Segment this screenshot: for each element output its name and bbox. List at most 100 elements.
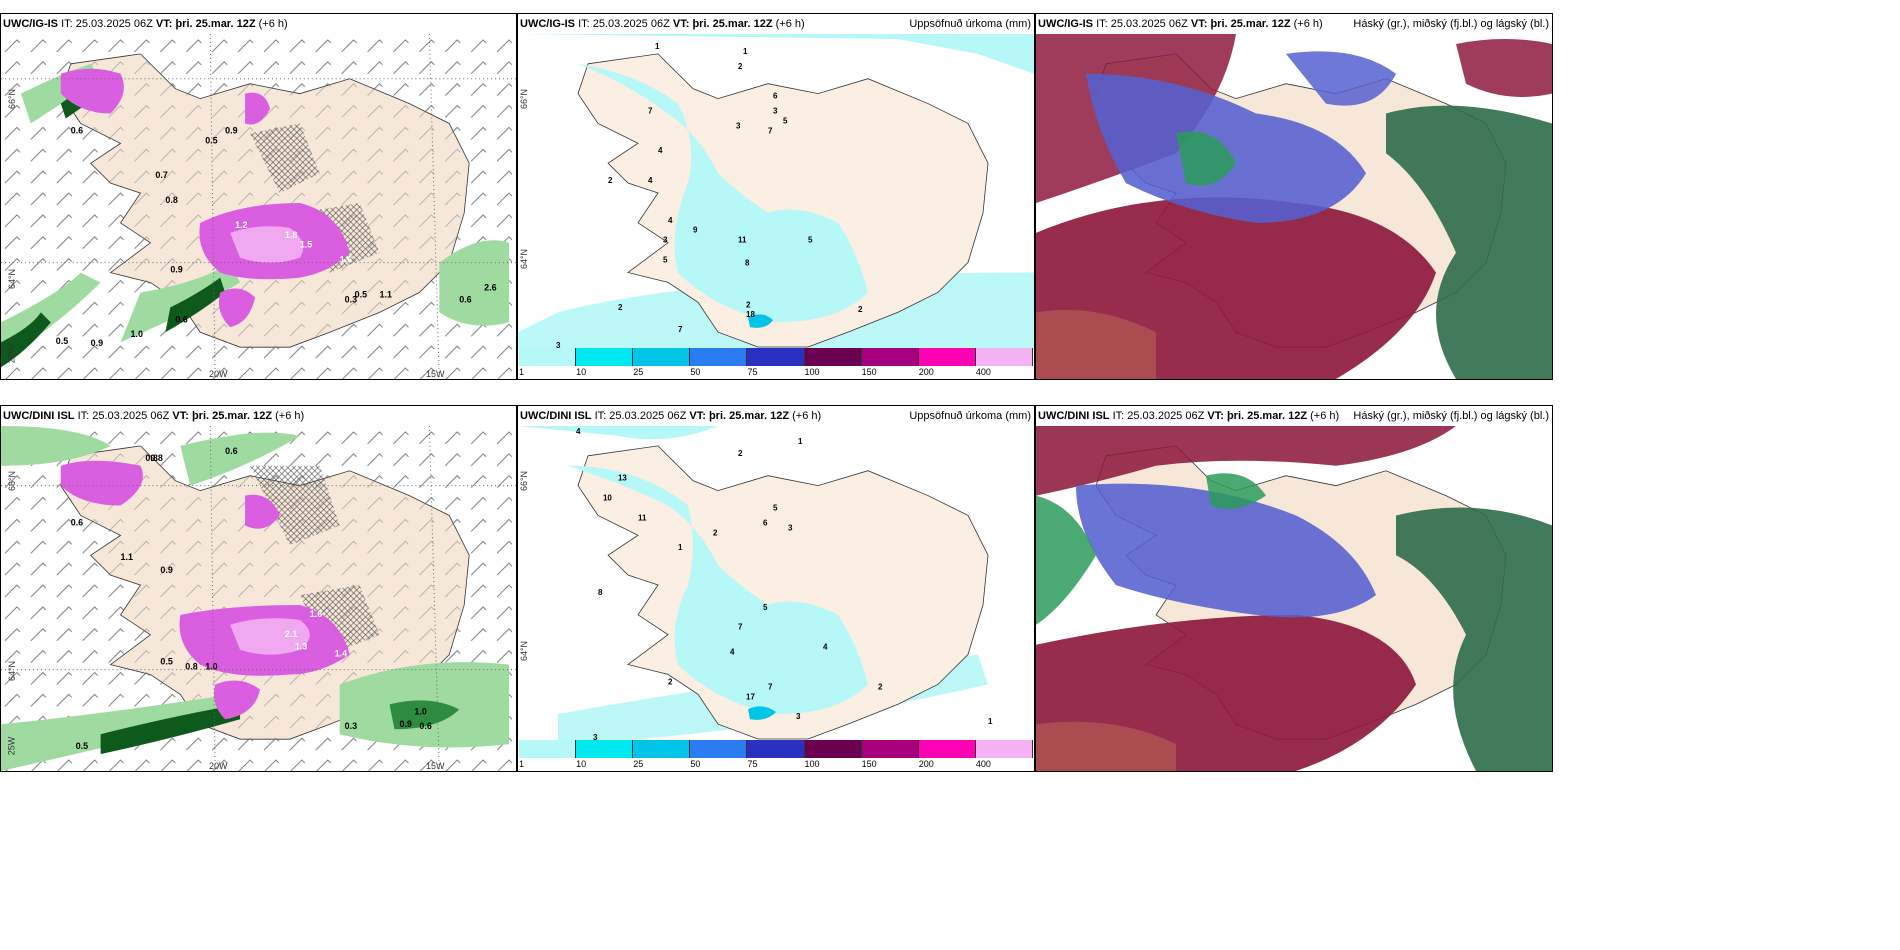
panel-field-title: Háský (gr.), miðský (fj.bl.) og lágský (… [1353, 410, 1549, 422]
precip-value-label: 7 [678, 325, 683, 334]
wind-map: 0.5 0.6 0.8 1.1 0.8 1.0 2.1 1.3 1.6 1.4 … [1, 426, 516, 771]
colorbar-swatch [690, 740, 748, 758]
colorbar-tick-label: 50 [690, 367, 701, 377]
precip-value-label: 6 [763, 518, 768, 527]
lat-label: 64°N [519, 248, 530, 270]
precip-value-label: 2 [738, 449, 743, 458]
cloud-map [1036, 426, 1552, 771]
colorbar-tick-label: 1 [519, 367, 525, 377]
precip-value-label: 2 [858, 305, 863, 314]
colorbar-tick-label: 75 [747, 759, 758, 769]
colorbar-tick-label: 400 [975, 367, 991, 377]
colorbar-tick-label: 25 [633, 759, 644, 769]
cloud-panel-igis: UWC/IG-IS IT: 25.03.2025 06Z VT: þri. 25… [1035, 13, 1553, 380]
wind-precip-panel-dini: UWC/DINI ISL IT: 25.03.2025 06Z VT: þri.… [0, 405, 517, 772]
precip-value-label: 2 [618, 303, 623, 312]
precip-value-label: 2 [713, 528, 718, 537]
colorbar-swatch [918, 348, 976, 366]
wind-value-label: 0.8 [185, 662, 197, 672]
colorbar-swatch [747, 740, 805, 758]
wind-value-label: 0.5 [355, 289, 367, 299]
precip-value-label: 8 [598, 588, 603, 597]
precip-value-label: 4 [658, 146, 663, 155]
precip-value-label: 11 [638, 513, 647, 522]
wind-value-label: 0.9 [160, 565, 172, 575]
precip-value-label: 3 [736, 121, 741, 130]
wind-value-label: 0.6 [459, 294, 471, 304]
lat-label: 66°N [519, 470, 530, 492]
wind-value-label: 0.8 [165, 195, 177, 205]
precip-value-label: 2 [608, 176, 613, 185]
colorbar-swatch [861, 348, 919, 366]
colorbar-swatch [861, 740, 919, 758]
precip-value-label: 4 [730, 648, 735, 657]
wind-value-label: 1.3 [295, 642, 307, 652]
precip-value-label: 10 [603, 494, 612, 503]
precip-value-label: 1 [655, 42, 660, 51]
panel-header: UWC/DINI ISL IT: 25.03.2025 06Z VT: þri.… [518, 406, 1034, 426]
panel-header: UWC/DINI ISL IT: 25.03.2025 06Z VT: þri.… [1036, 406, 1552, 426]
wind-value-label: 0.6 [419, 721, 431, 731]
wind-precip-panel-igis: UWC/IG-IS IT: 25.03.2025 06Z VT: þri. 25… [0, 13, 517, 380]
panel-field-title: Háský (gr.), miðský (fj.bl.) og lágský (… [1353, 18, 1549, 30]
colorbar-swatch [633, 348, 691, 366]
colorbar-swatch [519, 348, 577, 366]
precip-value-label: 5 [763, 603, 768, 612]
colorbar-tick-label: 25 [633, 367, 644, 377]
lon-label: 15W [426, 761, 445, 771]
lat-label: 64°N [7, 660, 18, 682]
colorbar-tick-label: 400 [975, 759, 991, 769]
precip-map: 1 2 1 3 3 5 6 4 7 2 4 3 5 9 4 11 8 2 5 2… [518, 34, 1034, 349]
colorbar-tick-label: 200 [918, 367, 934, 377]
wind-value-label: 0.6 [71, 125, 83, 135]
precip-value-label: 11 [738, 236, 747, 245]
lon-label: 15W [426, 369, 445, 379]
precip-value-label: 2 [668, 677, 673, 686]
precip-value-label: 7 [648, 107, 653, 116]
colorbar-swatch [918, 740, 976, 758]
precip-value-label: 1 [988, 717, 993, 726]
precip-value-label: 18 [746, 310, 755, 319]
wind-value-label: 0.5 [56, 336, 68, 346]
wind-value-label: 2.6 [484, 283, 496, 293]
wind-value-label: 1.0 [205, 662, 217, 672]
wind-value-label: 1.1 [380, 289, 392, 299]
colorbar-tick-label: 10 [576, 367, 587, 377]
colorbar-tick-label: 1 [519, 759, 525, 769]
precip-value-label: 4 [576, 427, 581, 436]
wind-value-label: 1.0 [130, 329, 142, 339]
colorbar-swatch [519, 740, 577, 758]
precip-panel-dini: UWC/DINI ISL IT: 25.03.2025 06Z VT: þri.… [517, 405, 1035, 772]
wind-value-label: 0.6 [175, 314, 187, 324]
precip-value-label: 7 [738, 623, 743, 632]
wind-value-label: 1.6 [340, 255, 352, 265]
cloud-map [1036, 34, 1552, 379]
wind-value-label: 1.4 [335, 649, 347, 659]
precip-value-label: 3 [556, 341, 561, 349]
lat-label: 64°N [7, 268, 18, 290]
precip-value-label: 13 [618, 474, 627, 483]
wind-value-label: 0.5 [205, 135, 217, 145]
colorbar-swatch [576, 348, 634, 366]
wind-value-label: 0.9 [399, 719, 411, 729]
lat-label: 66°N [7, 88, 18, 110]
panel-header: UWC/IG-IS IT: 25.03.2025 06Z VT: þri. 25… [3, 18, 288, 30]
lat-label: 64°N [519, 640, 530, 662]
precip-value-label: 2 [746, 300, 751, 309]
precip-value-label: 5 [773, 503, 778, 512]
lat-label: 66°N [7, 470, 18, 492]
wind-value-label: 0.9 [91, 338, 103, 348]
colorbar-tick-label: 50 [690, 759, 701, 769]
colorbar-tick-label: 75 [747, 367, 758, 377]
precip-value-label: 1 [678, 543, 683, 552]
precip-value-label: 2 [878, 682, 883, 691]
colorbar-swatch [804, 740, 862, 758]
wind-value-label: 0.6 [225, 446, 237, 456]
panel-header: UWC/DINI ISL IT: 25.03.2025 06Z VT: þri.… [3, 410, 305, 422]
wind-value-label: 0.9 [170, 265, 182, 275]
precip-value-label: 9 [693, 226, 698, 235]
wind-value-label: 0.7 [155, 170, 167, 180]
precip-value-label: 3 [796, 712, 801, 721]
wind-value-label: 1.1 [121, 552, 133, 562]
precip-value-label: 4 [668, 216, 673, 225]
